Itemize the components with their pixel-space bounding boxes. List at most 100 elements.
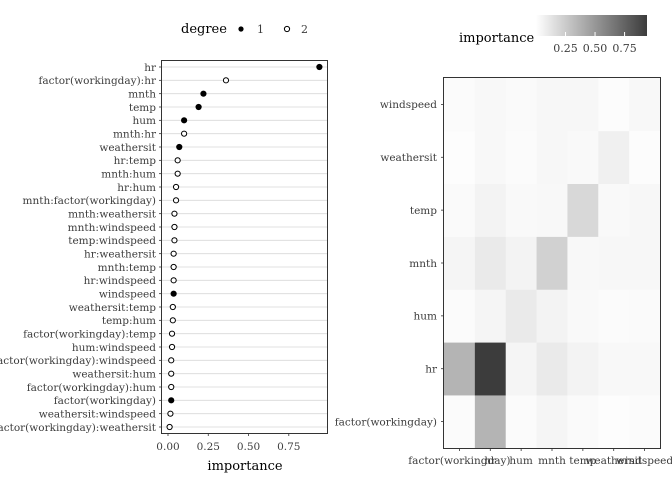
heatmap-y-tick-label: factor(workingday) <box>335 416 437 428</box>
dotplot-point <box>174 157 181 164</box>
heatmap-tile <box>505 236 537 290</box>
dotplot-y-tick-label: factor(workingday):hr <box>38 75 157 87</box>
heatmap-tile <box>629 289 661 343</box>
dotplot-y-tick-label: mnth:hum <box>101 168 156 180</box>
dotplot-x-axis-label: importance <box>207 459 282 474</box>
dotplot-y-tick-label: hr <box>144 62 157 74</box>
heatmap-tile <box>474 289 507 343</box>
degree-legend-title: degree <box>181 22 227 37</box>
importance-colorbar-legend: importance 0.25 0.50 0.75 <box>459 15 647 55</box>
dotplot-y-tick-label: factor(workingday):weathersit <box>0 422 157 434</box>
heatmap-tile <box>567 342 599 396</box>
colorbar-tick-label: 0.50 <box>583 42 608 55</box>
dotplot-point <box>222 77 230 84</box>
dotplot-point <box>169 303 176 311</box>
heatmap-tile <box>567 395 599 449</box>
heatmap-tile <box>536 183 568 237</box>
dotplot-point <box>169 317 176 324</box>
dotplot-point <box>171 223 178 231</box>
heatmap-tile <box>629 78 661 132</box>
degree-1-legend-label: 1 <box>257 23 264 36</box>
importance-colorbar <box>536 15 647 36</box>
dotplot-point <box>166 423 173 431</box>
dotplot-point <box>168 397 175 404</box>
heatmap-tile <box>598 183 630 237</box>
heatmap-y-tick-label: mnth <box>409 258 437 270</box>
heatmap-tile <box>444 395 476 449</box>
dotplot-point <box>171 237 178 244</box>
dotplot-y-tick-label: factor(workingday) <box>54 395 156 407</box>
dotplot-x-tick-label: 0.00 <box>156 441 179 453</box>
heatmap-tile <box>505 289 537 343</box>
dotplot-x-tick-label: 0.50 <box>237 441 260 453</box>
degree-2-legend-label: 2 <box>301 23 308 36</box>
dotplot-y-tick-label: mnth:temp <box>98 262 157 274</box>
heatmap-tile <box>474 342 507 396</box>
heatmap-tile <box>598 395 630 449</box>
heatmap-x-tick-label: weathersit <box>585 455 642 467</box>
dotplot-y-tick-label: mnth:windspeed <box>68 222 157 234</box>
heatmap-tile <box>505 342 537 396</box>
dotplot-y-tick-label: weathersit:hum <box>72 368 156 380</box>
dotplot-point <box>170 290 177 297</box>
heatmap-tile <box>505 130 537 185</box>
dotplot-y-tick-label: factor(workingday):hum <box>27 382 156 394</box>
heatmap-tile <box>536 395 568 449</box>
heatmap-tile <box>567 236 599 290</box>
dotplot-point <box>181 117 188 124</box>
dotplot-x-tick-label: 0.25 <box>197 441 220 453</box>
heatmap-tile <box>567 130 599 185</box>
heatmap-tile <box>444 236 476 290</box>
dotplot-point <box>168 357 175 364</box>
heatmap-tiles <box>444 78 661 449</box>
degree-2-legend-key <box>283 25 291 33</box>
heatmap-tile <box>444 130 476 185</box>
dotplot-y-tick-label: weathersit:temp <box>69 302 157 314</box>
dotplot-panel-border <box>161 60 328 434</box>
dotplot-y-tick-label: hr:temp <box>114 155 157 167</box>
heatmap-tile <box>474 183 507 237</box>
dotplot-point <box>172 183 180 191</box>
dotplot-point <box>316 63 323 71</box>
heatmap-tile <box>629 342 661 396</box>
dotplot-y-tick-label: mnth <box>128 88 156 100</box>
dotplot-y-tick-label: temp:windspeed <box>68 235 156 247</box>
dotplot-point <box>168 343 176 351</box>
heatmap-tile <box>567 289 599 343</box>
dotplot-y-tick-labels: hrfactor(workingday):hrmnthtemphummnth:h… <box>0 62 162 434</box>
dotplot-y-tick-label: hr:windspeed <box>84 275 157 287</box>
heatmap-tile <box>598 342 630 396</box>
heatmap-tile <box>536 342 568 396</box>
heatmap-y-tick-label: hr <box>425 364 438 376</box>
dotplot-y-tick-label: temp:hum <box>102 315 156 327</box>
heatmap-tile <box>629 395 661 449</box>
dotplot-gridlines <box>162 66 327 428</box>
heatmap-tile <box>598 289 630 343</box>
heatmap-tile <box>567 183 599 237</box>
dotplot-x-ticks: 0.00 0.25 0.50 0.75 <box>156 433 300 453</box>
heatmap-tile <box>505 78 537 132</box>
dotplot-y-tick-label: windspeed <box>99 288 156 300</box>
colorbar-tick-label: 0.75 <box>612 42 637 55</box>
dotplot-point <box>181 130 188 137</box>
dotplot-y-tick-label: weathersit <box>99 142 156 154</box>
heatmap-y-tick-labels: factor(workingday) hr hum mnth temp weathersi… <box>335 99 444 428</box>
dotplot-point <box>200 90 207 97</box>
heatmap-tile <box>444 183 476 237</box>
heatmap-tile <box>444 342 476 396</box>
heatmap-tile <box>474 395 507 449</box>
dotplot-y-tick-label: mnth:hr <box>113 128 157 140</box>
dotplot-y-tick-label: temp <box>129 102 156 114</box>
heatmap-tile <box>474 130 507 185</box>
colorbar-tick-label: 0.25 <box>553 42 578 55</box>
dotplot-point <box>195 103 202 111</box>
heatmap-tile <box>598 78 630 132</box>
dotplot-x-tick-label: 0.75 <box>277 441 300 453</box>
dotplot-point <box>168 370 175 377</box>
heatmap-tile <box>536 78 568 132</box>
heatmap-tile <box>567 78 599 132</box>
heatmap-tile <box>629 236 661 290</box>
dotplot-point <box>170 250 177 257</box>
heatmap-x-tick-label: mnth <box>538 455 566 467</box>
heatmap-tile <box>505 183 537 237</box>
